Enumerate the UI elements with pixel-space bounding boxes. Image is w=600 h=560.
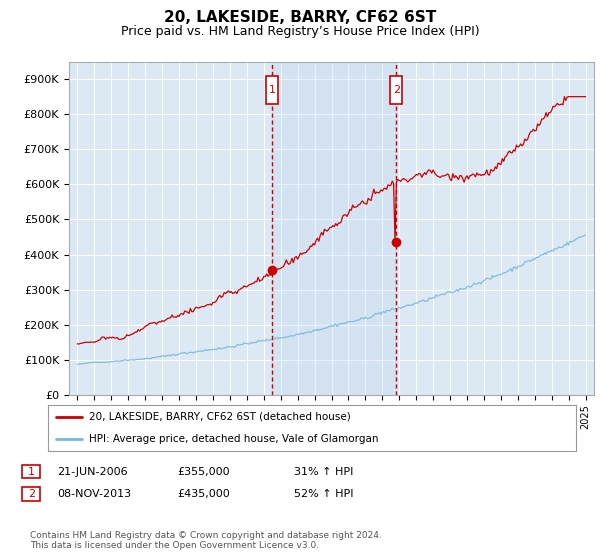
Text: 1: 1 <box>28 466 35 477</box>
Text: 31% ↑ HPI: 31% ↑ HPI <box>294 466 353 477</box>
Bar <box>272 62 397 395</box>
Text: 20, LAKESIDE, BARRY, CF62 6ST (detached house): 20, LAKESIDE, BARRY, CF62 6ST (detached … <box>89 412 351 422</box>
Text: £355,000: £355,000 <box>177 466 230 477</box>
Text: Contains HM Land Registry data © Crown copyright and database right 2024.
This d: Contains HM Land Registry data © Crown c… <box>30 531 382 550</box>
Text: 08-NOV-2013: 08-NOV-2013 <box>57 489 131 499</box>
Bar <box>266 76 278 104</box>
Text: 52% ↑ HPI: 52% ↑ HPI <box>294 489 353 499</box>
Text: 2: 2 <box>28 489 35 499</box>
Bar <box>391 76 402 104</box>
Text: £435,000: £435,000 <box>177 489 230 499</box>
Text: HPI: Average price, detached house, Vale of Glamorgan: HPI: Average price, detached house, Vale… <box>89 434 379 444</box>
Text: 21-JUN-2006: 21-JUN-2006 <box>57 466 128 477</box>
Text: Price paid vs. HM Land Registry’s House Price Index (HPI): Price paid vs. HM Land Registry’s House … <box>121 25 479 38</box>
Text: 1: 1 <box>269 85 276 95</box>
Text: 20, LAKESIDE, BARRY, CF62 6ST: 20, LAKESIDE, BARRY, CF62 6ST <box>164 10 436 25</box>
Text: 2: 2 <box>393 85 400 95</box>
